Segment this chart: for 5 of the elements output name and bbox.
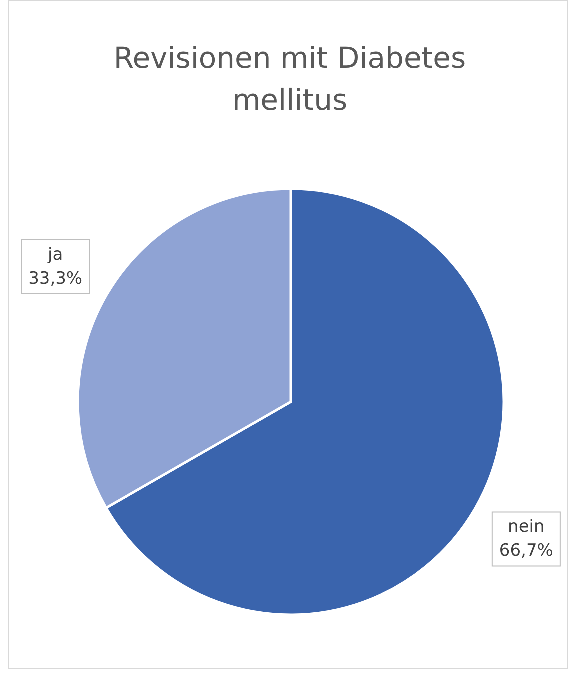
- data-label: 66,7%: [499, 541, 554, 562]
- data-label: 33,3%: [28, 268, 83, 289]
- slice-label: ja: [47, 244, 64, 265]
- chart-title: Revisionen mit Diabetes mellitus: [114, 41, 466, 117]
- slice-label: nein: [508, 517, 545, 538]
